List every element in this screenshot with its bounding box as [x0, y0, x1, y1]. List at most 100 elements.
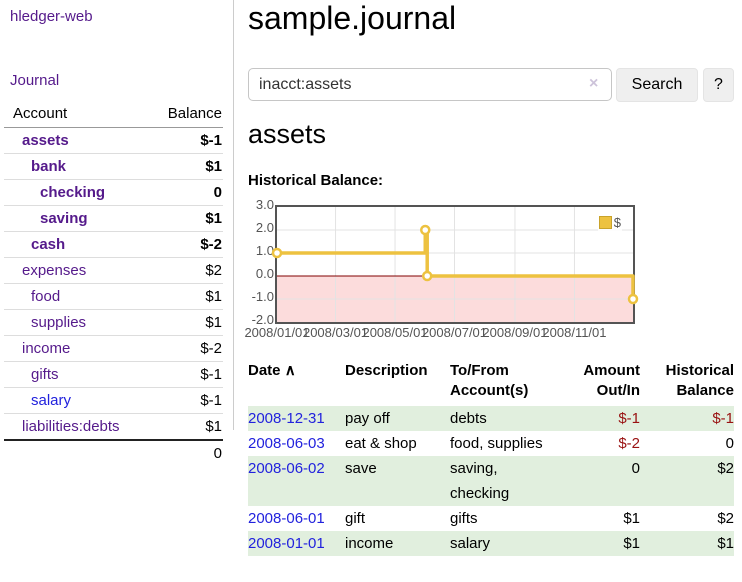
sidebar-divider [233, 0, 234, 430]
transaction-amount: $-1 [618, 410, 640, 427]
account-row: supplies $1 [4, 309, 223, 336]
account-link-cash[interactable]: cash [31, 236, 66, 253]
transaction-description: eat & shop [345, 435, 417, 452]
transaction-date-link[interactable]: 2008-06-02 [248, 460, 325, 477]
balance-chart: 3.0 2.0 1.0 0.0 -1.0 -2.0 $ 2008/01/01 2008/03… [244, 198, 742, 345]
chart-plot-svg [271, 207, 639, 322]
account-row: gifts $-1 [4, 361, 223, 388]
transaction-date-link[interactable]: 2008-06-01 [248, 510, 325, 527]
account-row: assets $-1 [4, 127, 223, 154]
account-link-salary[interactable]: salary [31, 392, 72, 409]
search-form: × Search ? [248, 68, 742, 102]
account-row: expenses $2 [4, 257, 223, 284]
transaction-balance: 0 [725, 435, 734, 452]
transaction-accounts: debts [450, 410, 487, 427]
y-axis-tick-label: 2.0 [255, 220, 274, 235]
chart-legend: $ [597, 214, 622, 231]
account-link-saving[interactable]: saving [40, 210, 88, 227]
transaction-balance: $2 [717, 510, 734, 527]
account-balance: $-2 [152, 231, 223, 258]
transaction-balance: $2 [717, 460, 734, 477]
transaction-date-link[interactable]: 2008-12-31 [248, 410, 325, 427]
accounts-header-balance: Balance [152, 104, 223, 128]
transaction-amount: $1 [623, 535, 640, 552]
account-heading: assets [248, 119, 327, 149]
account-row: liabilities:debts $1 [4, 413, 223, 441]
register-table: Date ∧ Description To/From Account(s) Am… [248, 361, 734, 556]
sidebar-item-journal[interactable]: Journal [10, 72, 60, 89]
register-header-amount: Amount Out/In [583, 362, 640, 399]
account-balance: $1 [152, 153, 223, 180]
x-axis-tick-label: 2008/07/01 [421, 325, 488, 340]
y-axis-tick-label: 0.0 [255, 266, 274, 281]
transaction-description: gift [345, 510, 366, 527]
x-axis-tick-label: 2008/05/01 [362, 325, 428, 340]
account-row: saving $1 [4, 205, 223, 232]
register-row: 2008-06-02 save saving, checking 0 $2 [248, 456, 734, 506]
transaction-date-link[interactable]: 2008-06-03 [248, 435, 325, 452]
transaction-accounts: salary [450, 535, 491, 552]
account-link-liabilities-debts[interactable]: liabilities:debts [22, 418, 120, 435]
register-row: 2008-01-01 income salary $1 $1 [248, 531, 734, 556]
app-title-link[interactable]: hledger-web [10, 8, 93, 25]
x-axis-tick-label: 2008/09/01 [482, 325, 548, 340]
account-link-supplies[interactable]: supplies [31, 314, 87, 331]
account-row: salary $-1 [4, 387, 223, 414]
clear-search-icon[interactable]: × [589, 75, 599, 92]
transaction-date-link[interactable]: 2008-01-01 [248, 535, 325, 552]
y-axis-tick-label: -2.0 [251, 312, 274, 327]
account-link-assets[interactable]: assets [22, 132, 69, 149]
account-link-food[interactable]: food [31, 288, 61, 305]
transaction-balance: $1 [717, 535, 734, 552]
x-axis-tick-label: 2008/11/01 [542, 325, 607, 340]
account-link-income[interactable]: income [22, 340, 71, 357]
sidebar: hledger-web Journal Account Balance asse… [0, 0, 233, 582]
account-link-expenses[interactable]: expenses [22, 262, 87, 279]
account-balance: $-2 [152, 335, 223, 362]
account-row: cash $-2 [4, 231, 223, 258]
account-row: checking 0 [4, 179, 223, 206]
account-balance: $-1 [152, 387, 223, 414]
register-row: 2008-06-03 eat & shop food, supplies $-2… [248, 431, 734, 456]
register-row: 2008-12-31 pay off debts $-1 $-1 [248, 406, 734, 431]
help-button[interactable]: ? [703, 68, 734, 102]
register-header-date[interactable]: Date ∧ [248, 362, 296, 379]
account-row: income $-2 [4, 335, 223, 362]
account-link-gifts[interactable]: gifts [31, 366, 59, 383]
accounts-table: Account Balance assets $-1 bank $1 checkin… [4, 104, 223, 466]
register-header-tofrom: To/From Account(s) [450, 362, 529, 399]
register-header-balance: Historical Balance [665, 362, 734, 399]
sort-ascending-icon: ∧ [284, 362, 296, 379]
account-link-bank[interactable]: bank [31, 158, 67, 175]
accounts-total-value: 0 [152, 439, 223, 466]
register-header-description: Description [345, 362, 428, 379]
legend-swatch-icon [598, 216, 612, 229]
account-balance: $-1 [152, 361, 223, 388]
account-row: food $1 [4, 283, 223, 310]
main-content: sample.journal × Search ? assets Histori… [244, 0, 742, 582]
register-row: 2008-06-01 gift gifts $1 $2 [248, 506, 734, 531]
chart-title: Historical Balance: [248, 172, 384, 189]
transaction-description: income [345, 535, 394, 552]
transaction-accounts: food, supplies [450, 435, 543, 452]
y-axis-tick-label: 3.0 [255, 197, 274, 212]
transaction-description: pay off [345, 410, 390, 427]
account-balance: $1 [152, 413, 223, 441]
transaction-description: save [345, 460, 377, 477]
search-input[interactable] [248, 68, 612, 101]
x-axis-tick-label: 2008/01/01 [244, 325, 310, 340]
account-balance: $1 [152, 205, 223, 232]
search-button[interactable]: Search [616, 68, 698, 102]
accounts-total-row: 0 [4, 439, 223, 466]
transaction-amount: 0 [631, 460, 640, 477]
transaction-balance: $-1 [712, 410, 734, 427]
chart-plot-area[interactable]: $ [271, 205, 639, 324]
account-balance: $2 [152, 257, 223, 284]
accounts-header-account: Account [4, 104, 153, 128]
account-link-checking[interactable]: checking [40, 184, 106, 201]
account-balance: 0 [152, 179, 223, 206]
account-balance: $-1 [152, 127, 223, 154]
legend-label: $ [613, 215, 621, 230]
account-balance: $1 [152, 283, 223, 310]
